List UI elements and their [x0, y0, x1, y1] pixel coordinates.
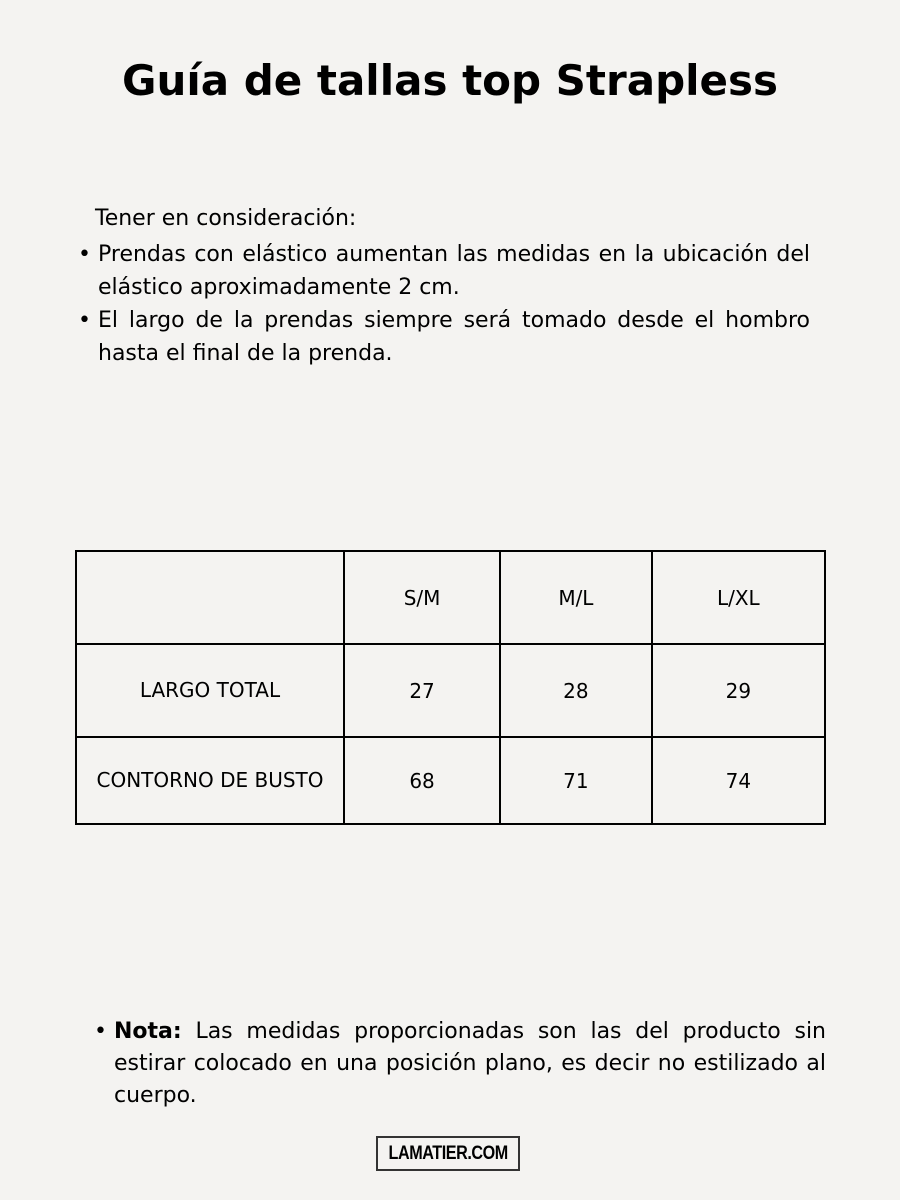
table-cell: 27 [342, 643, 502, 738]
table-cell: 28 [499, 643, 653, 738]
table-header-cell [75, 550, 345, 645]
table-cell: CONTORNO DE BUSTO [75, 736, 345, 825]
table-header-cell: S/M [342, 550, 502, 645]
note: Nota: Las medidas proporcionadas son las… [94, 1016, 826, 1112]
note-label: Nota: [114, 1019, 182, 1044]
size-table: S/M M/L L/XL LARGO TOTAL 27 28 29 CONTOR… [75, 550, 827, 825]
list-item: Prendas con elástico aumentan las medida… [78, 238, 810, 304]
list-item: El largo de la prendas siempre será toma… [78, 304, 810, 370]
page-title: Guía de tallas top Strapless [121, 56, 779, 105]
note-text: Las medidas proporcionadas son las del p… [114, 1019, 826, 1108]
table-cell: 74 [650, 736, 827, 825]
table-cell: 68 [342, 736, 502, 825]
table-cell: 29 [650, 643, 827, 738]
table-header-row: S/M M/L L/XL [75, 550, 827, 645]
note-item: Nota: Las medidas proporcionadas son las… [94, 1016, 826, 1112]
brand-logo: LAMATIER.COM [376, 1136, 520, 1171]
table-row: LARGO TOTAL 27 28 29 [75, 643, 827, 738]
logo-text: LAMATIER.COM [388, 1142, 508, 1164]
table-row: CONTORNO DE BUSTO 68 71 74 [75, 736, 827, 825]
intro-text: Tener en consideración: [95, 206, 357, 231]
table-header-cell: L/XL [650, 550, 827, 645]
considerations-list: Prendas con elástico aumentan las medida… [78, 238, 810, 370]
table-header-cell: M/L [499, 550, 653, 645]
table-cell: LARGO TOTAL [75, 643, 345, 738]
table-cell: 71 [499, 736, 653, 825]
